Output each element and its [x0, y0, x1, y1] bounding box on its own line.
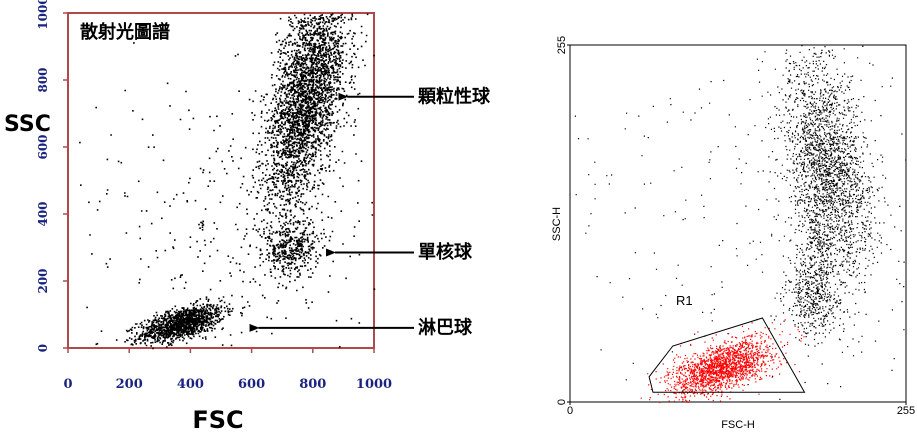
right-x-axis-label: FSC-H	[721, 419, 755, 431]
right-x-tick-label: 255	[897, 405, 915, 417]
gate-r1	[648, 317, 806, 393]
left-chart-title: 散射光圖譜	[80, 21, 170, 43]
right-point-cloud	[574, 45, 907, 400]
right-y-tick-labels: 0 255	[556, 36, 570, 405]
right-y-axis-label: SSC-H	[551, 207, 563, 241]
annotation-label: 顆粒性球	[418, 85, 491, 107]
right-x-tick-label: 0	[567, 405, 573, 417]
left-y-tick-labels: 0 200 400 600 800 1000	[36, 0, 68, 352]
gate-r1-label: R1	[676, 293, 693, 308]
left-data-points	[79, 13, 376, 350]
left-y-tick-label: 600	[36, 134, 50, 159]
left-x-tick-label: 200	[116, 377, 143, 392]
left-x-tick-label: 800	[299, 377, 326, 392]
right-data-points	[574, 45, 907, 404]
right-gated-point-cloud	[640, 319, 805, 404]
left-chart: 散射光圖譜 0 200 400 600 800 1000 0 200 400 600 800 100…	[4, 0, 491, 434]
annotation-label: 單核球	[418, 241, 473, 263]
left-y-tick-label: 0	[36, 344, 50, 352]
left-x-tick-labels: 0 200 400 600 800 1000	[63, 348, 392, 392]
left-y-tick-label: 800	[36, 67, 50, 92]
right-chart: R1 0 255 0 255 FSC-H SSC-H	[551, 36, 915, 431]
left-x-axis-label: FSC	[192, 406, 243, 434]
left-x-tick-label: 600	[238, 377, 265, 392]
right-y-tick-label: 0	[556, 399, 568, 405]
left-x-tick-label: 1000	[356, 377, 392, 392]
left-y-tick-label: 200	[36, 268, 50, 293]
left-y-axis-label: SSC	[4, 112, 51, 137]
left-x-tick-label: 400	[177, 377, 204, 392]
right-plot-frame	[569, 44, 907, 403]
left-x-tick-label: 0	[63, 377, 72, 392]
left-y-tick-label: 1000	[36, 0, 50, 30]
left-y-tick-label: 400	[36, 201, 50, 226]
right-y-tick-label: 255	[556, 36, 568, 54]
right-x-tick-labels: 0 255	[567, 402, 915, 417]
left-point-cloud	[79, 13, 376, 350]
annotation-label: 淋巴球	[418, 316, 473, 338]
